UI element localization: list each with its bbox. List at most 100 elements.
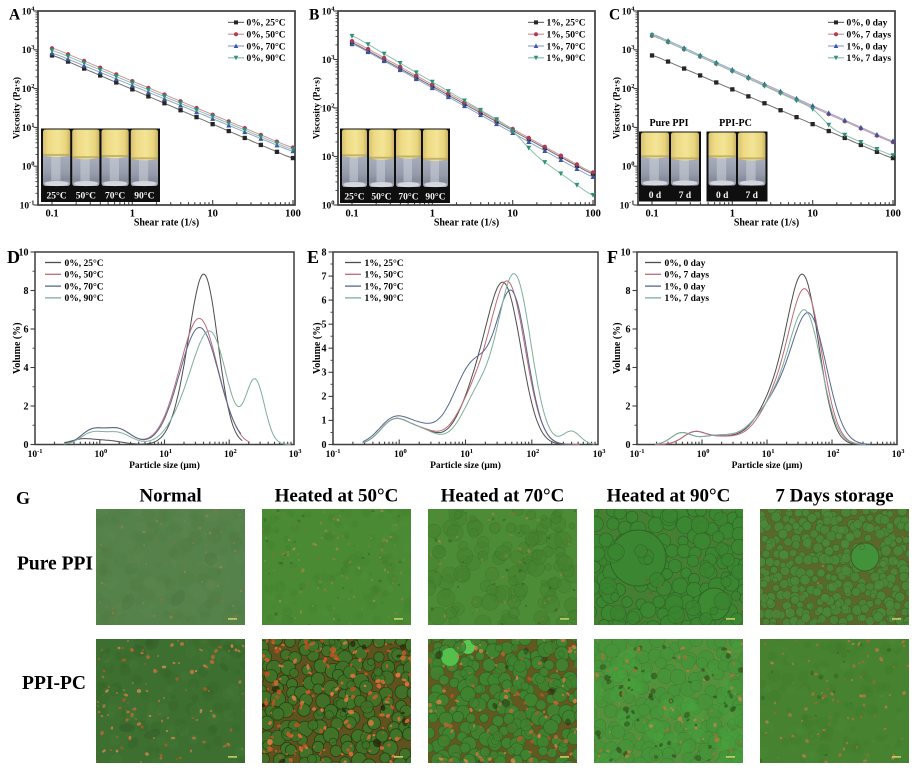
svg-text:Shear rate (1/s): Shear rate (1/s) <box>134 218 199 229</box>
svg-text:Viscosity (Pa·s): Viscosity (Pa·s) <box>612 77 623 139</box>
svg-text:Pure PPI: Pure PPI <box>17 554 93 575</box>
svg-text:10: 10 <box>207 209 218 220</box>
svg-text:103: 103 <box>322 54 336 66</box>
svg-text:0%, 90°C: 0%, 90°C <box>65 293 104 304</box>
svg-text:Shear rate (1/s): Shear rate (1/s) <box>734 218 799 229</box>
svg-text:102: 102 <box>622 83 635 95</box>
svg-text:103: 103 <box>892 448 906 460</box>
svg-text:0%, 0 day: 0%, 0 day <box>847 19 888 29</box>
svg-text:25°C: 25°C <box>47 191 67 202</box>
svg-text:Normal: Normal <box>139 486 201 507</box>
svg-text:Shear rate (1/s): Shear rate (1/s) <box>434 218 499 229</box>
svg-text:Particle size (μm): Particle size (μm) <box>129 460 200 471</box>
svg-text:101: 101 <box>460 448 473 460</box>
svg-text:6: 6 <box>322 295 327 306</box>
svg-text:D: D <box>7 247 20 267</box>
svg-text:10-1: 10-1 <box>620 199 635 211</box>
svg-text:102: 102 <box>224 448 237 460</box>
svg-text:100: 100 <box>622 161 635 173</box>
svg-text:E: E <box>307 247 319 267</box>
svg-text:Volume (%): Volume (%) <box>312 322 323 374</box>
svg-text:0%, 25°C: 0%, 25°C <box>247 18 286 29</box>
svg-text:0%, 7 days: 0%, 7 days <box>847 31 892 41</box>
svg-text:0: 0 <box>24 440 29 451</box>
svg-text:101: 101 <box>622 122 635 134</box>
svg-text:7: 7 <box>322 271 327 282</box>
svg-text:Heated at 90°C: Heated at 90°C <box>607 486 731 507</box>
svg-text:10-1: 10-1 <box>630 448 645 460</box>
svg-text:8: 8 <box>24 286 29 297</box>
svg-text:1%, 25°C: 1%, 25°C <box>547 18 586 29</box>
svg-text:0%, 25°C: 0%, 25°C <box>65 258 104 269</box>
svg-text:102: 102 <box>827 448 840 460</box>
svg-text:104: 104 <box>322 5 336 17</box>
svg-text:100: 100 <box>585 209 601 220</box>
svg-text:0%, 50°C: 0%, 50°C <box>247 30 286 41</box>
svg-text:25°C: 25°C <box>344 192 364 203</box>
svg-text:70°C: 70°C <box>105 191 125 202</box>
svg-text:0: 0 <box>322 440 327 451</box>
svg-text:103: 103 <box>593 448 607 460</box>
svg-text:Volume (%): Volume (%) <box>612 322 623 374</box>
svg-text:10-1: 10-1 <box>326 448 341 460</box>
svg-text:Viscosity (Pa·s): Viscosity (Pa·s) <box>312 77 323 139</box>
svg-text:F: F <box>607 247 618 267</box>
svg-text:B: B <box>309 7 319 24</box>
svg-text:1%, 70°C: 1%, 70°C <box>365 281 404 292</box>
svg-text:G: G <box>16 488 30 508</box>
svg-text:0 d: 0 d <box>649 191 662 201</box>
svg-text:PPI-PC: PPI-PC <box>719 118 752 129</box>
svg-text:100: 100 <box>322 199 335 211</box>
svg-text:0.1: 0.1 <box>645 209 658 220</box>
svg-text:4: 4 <box>24 363 29 374</box>
svg-text:Particle size (μm): Particle size (μm) <box>732 460 803 471</box>
svg-text:90°C: 90°C <box>134 191 154 202</box>
svg-text:0%, 70°C: 0%, 70°C <box>247 41 286 52</box>
svg-text:C: C <box>609 7 620 24</box>
svg-text:100: 100 <box>697 448 710 460</box>
svg-text:1%, 50°C: 1%, 50°C <box>365 270 404 281</box>
svg-text:102: 102 <box>527 448 540 460</box>
svg-text:10-1: 10-1 <box>20 199 35 211</box>
svg-text:1%, 50°C: 1%, 50°C <box>547 30 586 41</box>
svg-text:50°C: 50°C <box>76 191 96 202</box>
svg-text:2: 2 <box>626 401 631 412</box>
svg-text:1%, 0 day: 1%, 0 day <box>847 42 888 52</box>
svg-text:Heated at 70°C: Heated at 70°C <box>441 486 565 507</box>
svg-text:0%, 70°C: 0%, 70°C <box>65 281 104 292</box>
svg-text:101: 101 <box>322 151 335 163</box>
svg-text:104: 104 <box>22 5 36 17</box>
svg-text:10-1: 10-1 <box>28 448 43 460</box>
svg-text:0 d: 0 d <box>716 191 729 201</box>
svg-text:1: 1 <box>322 416 327 427</box>
svg-text:10: 10 <box>807 209 818 220</box>
svg-text:PPI-PC: PPI-PC <box>22 673 86 694</box>
svg-text:100: 100 <box>95 448 108 460</box>
svg-text:8: 8 <box>322 247 327 258</box>
svg-text:6: 6 <box>626 324 631 335</box>
svg-text:1%, 70°C: 1%, 70°C <box>547 41 586 52</box>
svg-text:0%, 7 days: 0%, 7 days <box>665 271 710 281</box>
svg-text:Viscosity (Pa·s): Viscosity (Pa·s) <box>12 77 23 139</box>
svg-text:1%, 7 days: 1%, 7 days <box>847 54 892 64</box>
svg-text:8: 8 <box>626 286 631 297</box>
svg-text:Particle size (μm): Particle size (μm) <box>430 460 501 471</box>
svg-text:2: 2 <box>322 392 327 403</box>
svg-text:70°C: 70°C <box>398 192 418 203</box>
svg-text:103: 103 <box>22 44 36 56</box>
svg-text:10: 10 <box>507 209 518 220</box>
svg-text:0%, 50°C: 0%, 50°C <box>65 270 104 281</box>
svg-text:1%, 0 day: 1%, 0 day <box>665 282 706 292</box>
svg-text:100: 100 <box>285 209 301 220</box>
svg-text:50°C: 50°C <box>371 192 391 203</box>
svg-text:10: 10 <box>19 247 29 258</box>
svg-text:100: 100 <box>22 161 35 173</box>
svg-text:102: 102 <box>322 102 335 114</box>
svg-text:1%, 90°C: 1%, 90°C <box>547 53 586 64</box>
svg-text:10: 10 <box>621 247 631 258</box>
svg-text:7 d: 7 d <box>746 191 759 201</box>
svg-text:103: 103 <box>622 44 636 56</box>
svg-text:7 d: 7 d <box>679 191 692 201</box>
svg-text:103: 103 <box>289 448 303 460</box>
svg-text:100: 100 <box>394 448 407 460</box>
